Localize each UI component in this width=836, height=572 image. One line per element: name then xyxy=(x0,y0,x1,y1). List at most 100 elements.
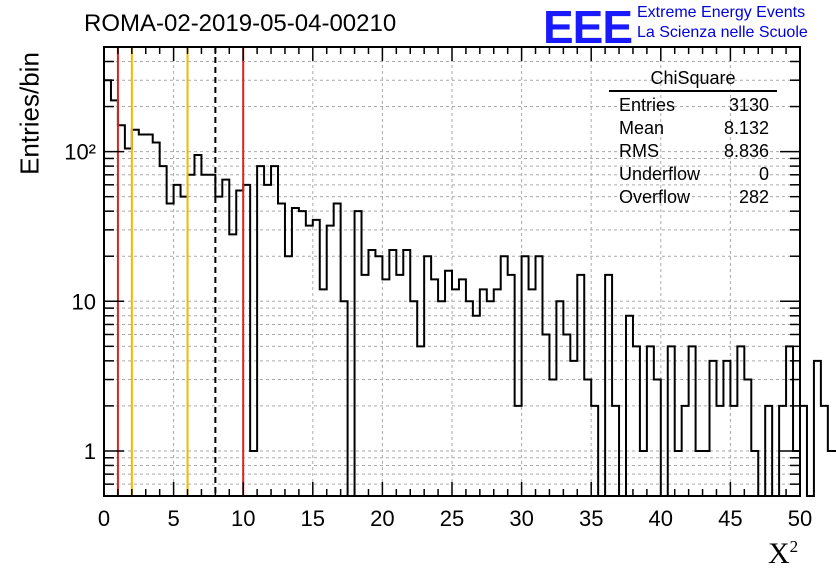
histogram-bar xyxy=(626,316,633,496)
histogram-bar xyxy=(153,143,160,496)
x-tick-label: 0 xyxy=(98,506,110,531)
stats-name: ChiSquare xyxy=(609,68,777,92)
histogram-bar xyxy=(355,211,362,496)
histogram-bar xyxy=(362,275,369,496)
histogram-bar xyxy=(828,451,835,496)
histogram-bar xyxy=(174,185,181,496)
histogram-bar xyxy=(536,256,543,496)
histogram-bar xyxy=(723,361,730,496)
x-tick-label: 15 xyxy=(301,506,325,531)
x-tick-label: 45 xyxy=(718,506,742,531)
histogram-bar xyxy=(132,130,139,496)
stats-value: 8.836 xyxy=(723,141,769,161)
histogram-bar xyxy=(821,406,828,496)
histogram-bar xyxy=(710,361,717,496)
histogram-bar xyxy=(577,275,584,496)
stats-value: 0 xyxy=(758,164,769,184)
histogram-bar xyxy=(264,185,271,496)
histogram-bar xyxy=(654,380,661,496)
histogram-bar xyxy=(375,256,382,496)
y-axis-label: Entries/bin xyxy=(14,52,45,175)
histogram-bar xyxy=(278,204,285,496)
histogram-bar xyxy=(459,279,466,496)
histogram-bar xyxy=(222,180,229,496)
histogram-bar xyxy=(737,346,744,496)
y-tick-label: 1 xyxy=(84,439,96,464)
stats-value: 8.132 xyxy=(723,118,769,138)
histogram-bar xyxy=(208,175,215,496)
x-tick-label: 35 xyxy=(579,506,603,531)
histogram-bar xyxy=(313,220,320,496)
x-tick-label: 20 xyxy=(370,506,394,531)
histogram-bar xyxy=(647,346,654,496)
eee-logo: EEE xyxy=(543,1,633,53)
x-tick-label: 50 xyxy=(788,506,812,531)
stats-value: 3130 xyxy=(728,95,769,115)
histogram-bar xyxy=(494,289,501,496)
histogram-bar xyxy=(466,301,473,496)
histogram-bar xyxy=(800,406,807,496)
histogram-bar xyxy=(508,275,515,496)
histogram-bar xyxy=(125,148,132,496)
stats-box: ChiSquare Entries 3130 Mean 8.132 RMS 8.836 Un… xyxy=(609,68,777,209)
histogram-bar xyxy=(160,166,167,496)
histogram-bar xyxy=(814,361,821,496)
histogram-bar xyxy=(341,301,348,496)
histogram-bar xyxy=(327,226,334,496)
y-tick-label: 10² xyxy=(64,140,96,165)
histogram-bar xyxy=(292,208,299,496)
histogram-bar xyxy=(556,301,563,496)
histogram-bar xyxy=(396,275,403,496)
histogram-bar xyxy=(689,346,696,496)
x-tick-label: 5 xyxy=(167,506,179,531)
histogram-bar xyxy=(473,316,480,496)
histogram-bar xyxy=(403,250,410,496)
stats-row: Overflow 282 xyxy=(609,186,777,209)
histogram-bar xyxy=(118,125,125,496)
histogram-bar xyxy=(368,250,375,496)
histogram-bar xyxy=(675,451,682,496)
stats-row: Mean 8.132 xyxy=(609,117,777,140)
histogram-bar xyxy=(229,234,236,496)
histogram-bar xyxy=(703,451,710,496)
histogram-bar xyxy=(696,451,703,496)
histogram-bar xyxy=(104,80,111,496)
histogram-bar xyxy=(424,256,431,496)
x-tick-label: 40 xyxy=(649,506,673,531)
histogram-bar xyxy=(201,175,208,496)
histogram-bar xyxy=(633,346,640,496)
histogram-bar xyxy=(243,185,250,496)
histogram-bar xyxy=(529,289,536,496)
histogram-bar xyxy=(640,451,647,496)
histogram-bar xyxy=(146,135,153,496)
logo-line-2: La Scienza nelle Scuole xyxy=(637,24,808,41)
histogram-bar xyxy=(584,380,591,496)
histogram-bar xyxy=(452,289,459,496)
x-tick-label: 25 xyxy=(440,506,464,531)
stats-row: Underflow 0 xyxy=(609,163,777,186)
stats-label: Entries xyxy=(619,95,676,115)
stats-row: RMS 8.836 xyxy=(609,140,777,163)
chart-title: ROMA-02-2019-05-04-00210 xyxy=(84,10,397,37)
histogram-bar xyxy=(306,226,313,496)
histogram-bar xyxy=(382,279,389,496)
histogram-bar xyxy=(730,406,737,496)
x-axis-label: X2 xyxy=(768,537,799,570)
histogram-bar xyxy=(445,271,452,496)
histogram-bar xyxy=(299,211,306,496)
histogram-bar xyxy=(271,166,278,496)
histogram-bar xyxy=(236,190,243,496)
histogram-bar xyxy=(751,451,758,496)
stats-label: RMS xyxy=(619,141,659,161)
histogram-bar xyxy=(612,406,619,496)
histogram-bar xyxy=(167,204,174,496)
histogram-bar xyxy=(188,175,195,496)
histogram-bar xyxy=(480,289,487,496)
histogram-bar xyxy=(501,256,508,496)
histogram-bar xyxy=(438,301,445,496)
stats-label: Underflow xyxy=(619,164,701,184)
histogram-bar xyxy=(682,406,689,496)
histogram-bar xyxy=(765,406,772,496)
histogram-bar xyxy=(181,197,188,496)
